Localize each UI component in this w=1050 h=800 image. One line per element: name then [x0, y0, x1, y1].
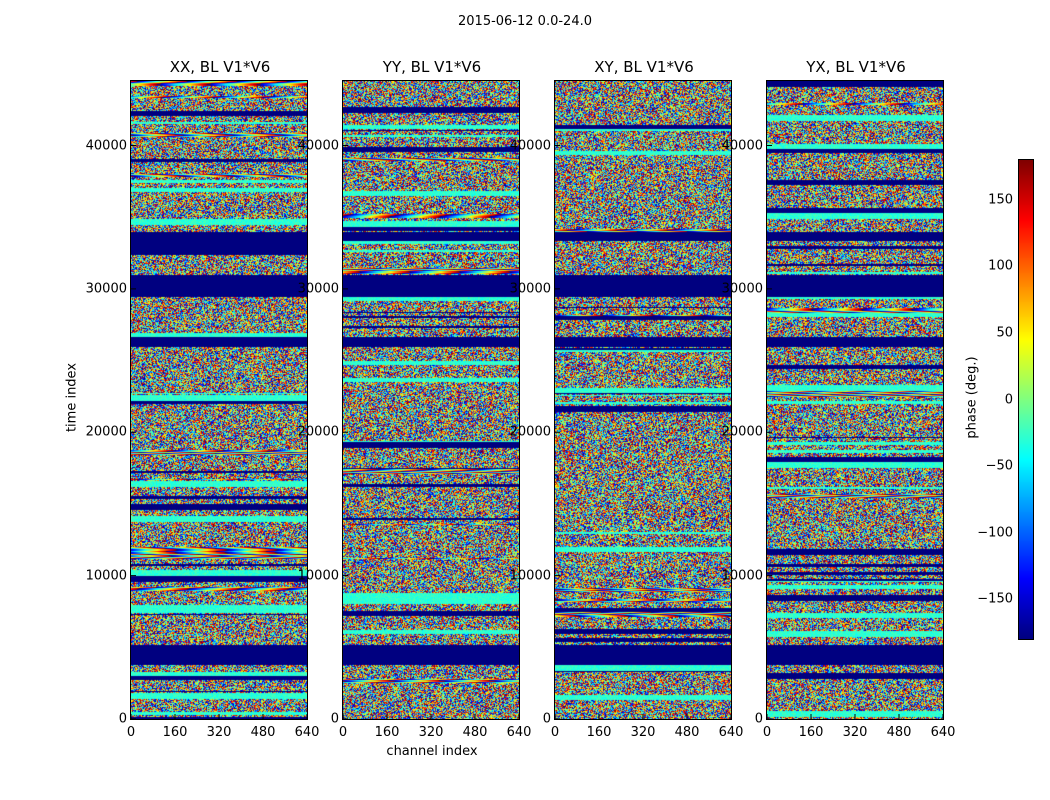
- colorbar-tick-label: −150: [977, 591, 1013, 607]
- y-tick-label: 20000: [721, 424, 763, 440]
- colorbar-tick-label: 0: [1004, 392, 1013, 407]
- y-tick-label: 10000: [85, 568, 127, 584]
- panel-frame: [766, 80, 944, 720]
- y-tick-label: 30000: [509, 281, 551, 297]
- figure-suptitle: 2015-06-12 0.0-24.0: [458, 14, 592, 29]
- x-tick-label: 480: [250, 725, 276, 740]
- y-tick-label: 10000: [297, 568, 339, 584]
- y-tick-label: 10000: [721, 568, 763, 584]
- y-tick-label: 40000: [721, 138, 763, 154]
- x-tick-label: 320: [206, 725, 232, 740]
- y-tick-label: 0: [330, 711, 339, 727]
- y-tick-label: 20000: [297, 424, 339, 440]
- x-tick-label: 640: [294, 725, 320, 740]
- y-tick-label: 30000: [297, 281, 339, 297]
- x-tick-label: 640: [930, 725, 956, 740]
- y-tick-label: 40000: [85, 138, 127, 154]
- y-tick-label: 0: [754, 711, 763, 727]
- panel-title-yy: YY, BL V1*V6: [382, 58, 482, 76]
- panel-title-xy: XY, BL V1*V6: [594, 58, 694, 76]
- y-tick-label: 30000: [85, 281, 127, 297]
- y-tick-label: 0: [118, 711, 127, 727]
- y-tick-label: 20000: [85, 424, 127, 440]
- heatmap-xx: [131, 81, 307, 719]
- x-tick-label: 320: [630, 725, 656, 740]
- y-tick-label: 40000: [297, 138, 339, 154]
- x-tick-label: 0: [550, 725, 560, 740]
- x-tick-label: 640: [718, 725, 744, 740]
- heatmap-yy: [343, 81, 519, 719]
- x-tick-label: 320: [842, 725, 868, 740]
- y-axis-label: time index: [64, 362, 80, 433]
- y-tick-label: 20000: [509, 424, 551, 440]
- x-axis-label: channel index: [386, 744, 478, 759]
- x-tick-label: 640: [506, 725, 532, 740]
- colorbar-tick-label: 100: [988, 258, 1013, 274]
- panel-frame: [342, 80, 520, 720]
- colorbar-tick-label: −50: [985, 458, 1013, 474]
- x-tick-label: 160: [586, 725, 612, 740]
- x-tick-label: 480: [886, 725, 912, 740]
- panel-frame: [130, 80, 308, 720]
- colorbar-tick-label: 50: [996, 325, 1013, 341]
- heatmap-yx: [767, 81, 943, 719]
- x-tick-label: 0: [762, 725, 772, 740]
- colorbar: [1019, 160, 1033, 639]
- x-tick-label: 160: [374, 725, 400, 740]
- colorbar-tick-label: −100: [977, 525, 1013, 541]
- x-tick-label: 480: [462, 725, 488, 740]
- y-tick-label: 40000: [509, 138, 551, 154]
- x-tick-label: 0: [338, 725, 348, 740]
- x-tick-label: 160: [162, 725, 188, 740]
- panel-frame: [554, 80, 732, 720]
- panel-title-yx: YX, BL V1*V6: [806, 58, 906, 76]
- y-tick-label: 0: [542, 711, 551, 727]
- x-tick-label: 480: [674, 725, 700, 740]
- y-tick-label: 10000: [509, 568, 551, 584]
- colorbar-tick-label: 150: [988, 192, 1013, 208]
- x-tick-label: 0: [126, 725, 136, 740]
- y-tick-label: 30000: [721, 281, 763, 297]
- colorbar-frame: [1018, 159, 1034, 640]
- heatmap-xy: [555, 81, 731, 719]
- colorbar-label: phase (deg.): [964, 356, 980, 439]
- x-tick-label: 320: [418, 725, 444, 740]
- panel-title-xx: XX, BL V1*V6: [169, 58, 271, 76]
- x-tick-label: 160: [798, 725, 824, 740]
